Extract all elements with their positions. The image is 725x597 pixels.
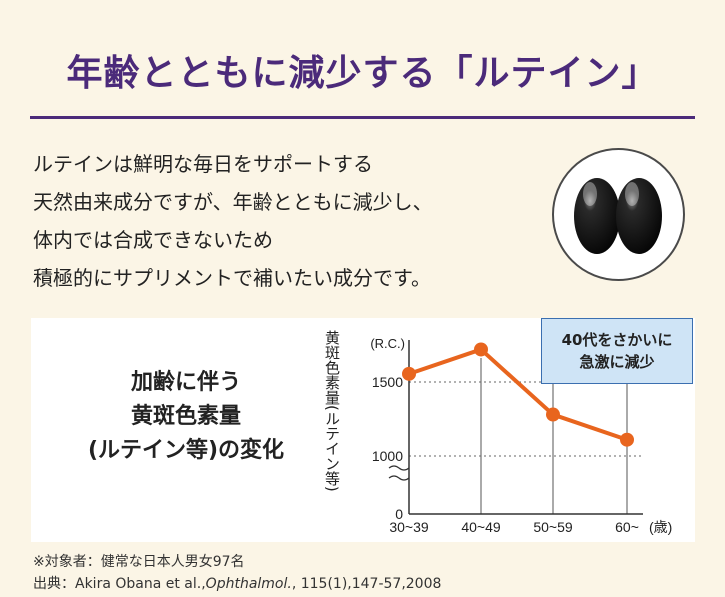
intro-line: ルテインは鮮明な毎日をサポートする	[33, 152, 373, 176]
subjects-note: ※対象者：健常な日本人男女97名	[33, 554, 245, 570]
series-line	[408, 347, 628, 442]
line-chart: 0 1000 1500 (R.C.) 30~39 40~49 50~59 60~ (歳)	[370, 336, 672, 535]
y-tick-label: 1500	[372, 374, 403, 390]
source-note: 出典：Akira Obana et al.,Ophthalmol., 115(1…	[33, 573, 441, 595]
y-tick-label: 1000	[372, 448, 403, 464]
data-point	[546, 407, 560, 422]
panel-title: 加齢に伴う 黄斑色素量 (ルテイン等)の変化	[31, 366, 341, 468]
y-tick-label: 0	[395, 506, 403, 522]
chart-panel: 加齢に伴う 黄斑色素量 (ルテイン等)の変化 黄斑色素量(ルテイン等) 0 100…	[31, 318, 695, 542]
panel-title-line: 加齢に伴う	[130, 370, 241, 395]
callout-box: 40代をさかいに 急激に減少	[541, 318, 693, 384]
source-journal: Ophthalmol.	[205, 576, 292, 592]
source-suffix: , 115(1),147-57,2008	[291, 576, 442, 592]
intro-text: ルテインは鮮明な毎日をサポートする 天然由来成分ですが、年齢とともに減少し、 体…	[33, 145, 553, 297]
panel-title-line: 黄斑色素量	[130, 404, 241, 429]
x-tick-label: 40~49	[461, 519, 501, 535]
panel-title-line: (ルテイン等)の変化	[87, 438, 285, 463]
x-tick-label: 30~39	[389, 519, 429, 535]
data-point	[402, 366, 416, 381]
y-unit-label: (R.C.)	[370, 336, 405, 351]
capsule-left	[574, 178, 620, 254]
headline-rule	[30, 116, 695, 119]
intro-line: 体内では合成できないため	[33, 228, 273, 252]
source-prefix: 出典：Akira Obana et al.,	[33, 576, 206, 592]
capsule-right	[616, 178, 662, 254]
data-point	[620, 432, 634, 447]
callout-line: 40代をさかいに	[561, 331, 673, 349]
capsule-illustration	[574, 178, 662, 254]
intro-line: 積極的にサプリメントで補いたい成分です。	[33, 266, 431, 290]
y-axis-label: 黄斑色素量(ルテイン等)	[323, 330, 341, 492]
footnotes: ※対象者：健常な日本人男女97名 出典：Akira Obana et al.,O…	[33, 551, 441, 595]
softgel-capsules-image	[552, 148, 685, 281]
callout-line: 急激に減少	[579, 353, 655, 371]
headline: 年齢とともに減少する「ルテイン」	[66, 52, 659, 94]
x-tick-label: 50~59	[533, 519, 573, 535]
axis-break-mark	[388, 475, 410, 481]
axis-break-mark	[388, 465, 410, 471]
x-unit-label: (歳)	[649, 519, 672, 535]
x-tick-label: 60~	[615, 519, 639, 535]
data-point	[474, 342, 488, 357]
intro-line: 天然由来成分ですが、年齢とともに減少し、	[33, 190, 433, 214]
